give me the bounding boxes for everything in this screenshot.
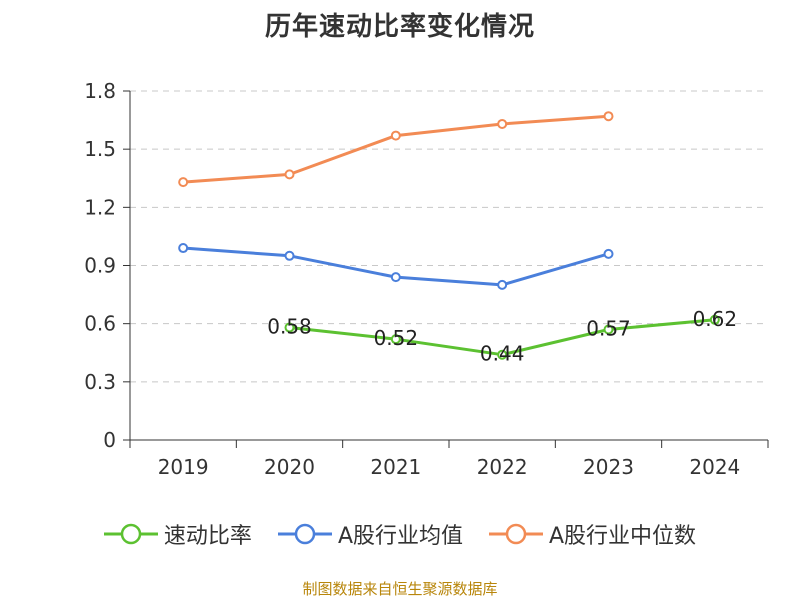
x-tick-label: 2022	[477, 455, 528, 479]
data-point	[497, 279, 508, 290]
x-tick-label: 2023	[583, 455, 634, 479]
data-point	[603, 248, 614, 259]
legend-label: A股行业均值	[337, 524, 463, 549]
x-tick-label: 2019	[158, 455, 209, 479]
data-point	[709, 314, 720, 325]
data-label: 0.57	[586, 316, 631, 340]
legend-swatch	[103, 523, 158, 545]
data-label: 0.52	[374, 326, 419, 350]
data-point	[390, 130, 401, 141]
legend: 速动比率 A股行业均值 A股行业中位数	[0, 518, 800, 550]
data-point	[284, 322, 295, 333]
data-label: 0.62	[693, 307, 738, 331]
data-point	[390, 272, 401, 283]
source-note: 制图数据来自恒生聚源数据库	[302, 580, 498, 598]
y-tick-label: 1.8	[84, 79, 116, 103]
legend-swatch	[277, 523, 332, 545]
data-point	[603, 111, 614, 122]
y-tick-label: 1.2	[84, 195, 116, 219]
data-point	[178, 177, 189, 188]
data-label: 0.58	[267, 315, 312, 339]
data-label: 0.44	[480, 342, 525, 366]
data-point	[497, 349, 508, 360]
y-tick-label: 1.5	[84, 137, 116, 161]
legend-item[interactable]: 速动比率	[103, 518, 252, 550]
y-tick-label: 0	[103, 428, 116, 452]
data-point	[178, 243, 189, 254]
y-tick-label: 0.6	[84, 312, 116, 336]
x-tick-label: 2021	[370, 455, 421, 479]
data-point	[603, 324, 614, 335]
y-tick-label: 0.9	[84, 254, 116, 278]
data-point	[497, 118, 508, 129]
legend-swatch	[489, 523, 543, 545]
x-tick-label: 2020	[264, 455, 315, 479]
legend-item[interactable]: A股行业均值	[277, 518, 463, 550]
chart-title: 历年速动比率变化情况	[264, 12, 535, 42]
data-point	[284, 250, 295, 261]
legend-item[interactable]: A股行业中位数	[489, 518, 696, 550]
y-tick-label: 0.3	[84, 370, 116, 394]
data-point	[284, 169, 295, 180]
legend-label: 速动比率	[163, 524, 252, 549]
legend-label: A股行业中位数	[549, 524, 697, 549]
x-tick-label: 2024	[689, 455, 740, 479]
data-point	[390, 334, 401, 345]
